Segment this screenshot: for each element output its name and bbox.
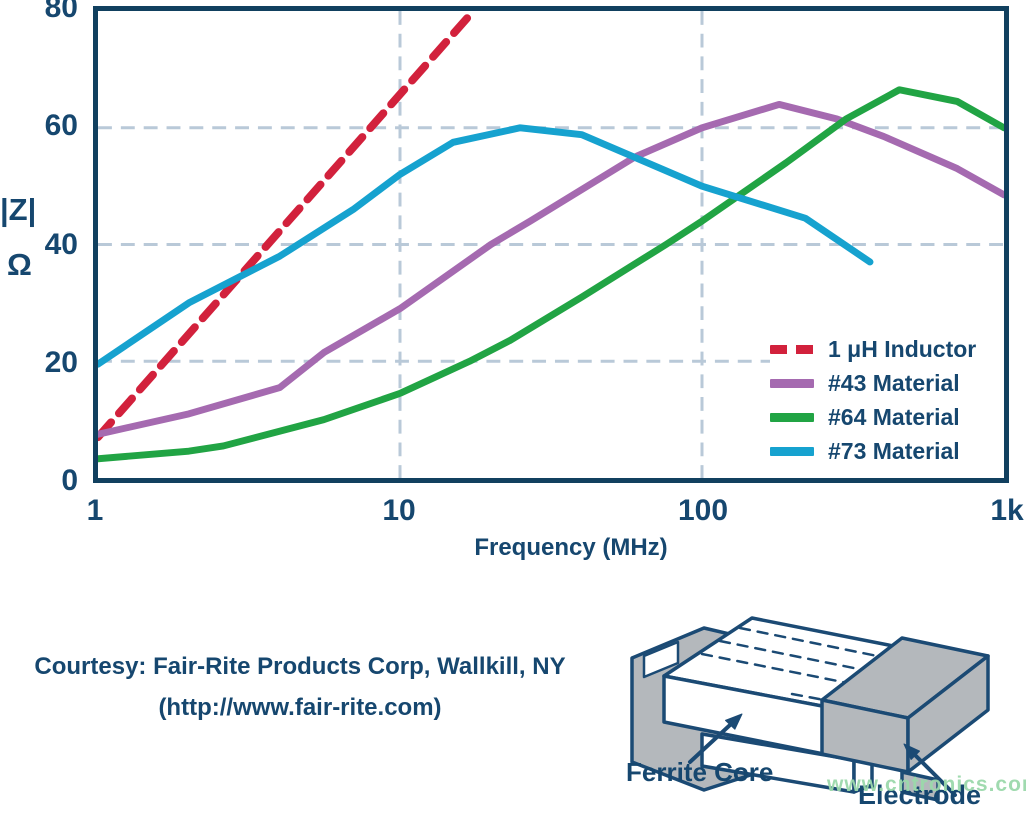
watermark-text: www.cntronics.com — [827, 773, 1026, 796]
x-axis-title: Frequency (MHz) — [474, 534, 668, 561]
legend-label: #73 Material — [828, 437, 960, 464]
ferrite-core-label: Ferrite Core — [626, 757, 774, 787]
legend-item-64-material: #64 Material — [770, 400, 1004, 434]
ferrite-bead-illustration — [630, 616, 990, 802]
series--73-material — [98, 124, 874, 368]
ferrite-core-arrow — [688, 713, 743, 764]
y-tick-label: 80 — [44, 0, 78, 24]
right-electrode-shape — [820, 636, 990, 802]
series-1-h-inductor — [98, 11, 478, 442]
legend-label: #43 Material — [828, 369, 960, 396]
legend-label: #64 Material — [828, 403, 960, 430]
courtesy-note: Courtesy: Fair-Rite Products Corp, Wallk… — [18, 646, 582, 728]
y-tick-label: 20 — [44, 345, 78, 379]
electrode-arrow — [903, 743, 957, 797]
courtesy-line-1: Courtesy: Fair-Rite Products Corp, Wallk… — [34, 653, 566, 680]
chart-legend: 1 μH Inductor #43 Material #64 Material … — [770, 330, 1004, 470]
legend-label: 1 μH Inductor — [828, 335, 977, 362]
x-tick-label: 100 — [677, 494, 729, 527]
x-tick-label: 1k — [990, 494, 1024, 527]
y-tick-label: 0 — [61, 464, 78, 497]
electrode-label: Electrode — [858, 780, 982, 810]
legend-item-1uh-inductor: 1 μH Inductor — [770, 332, 1004, 366]
courtesy-line-2: (http://www.fair-rite.com) — [158, 694, 442, 721]
legend-swatch-blue-icon — [770, 446, 814, 456]
legend-item-43-material: #43 Material — [770, 366, 1004, 400]
legend-item-73-material: #73 Material — [770, 434, 1004, 468]
y-axis-label-ohm: Ω — [7, 247, 32, 282]
legend-swatch-purple-icon — [770, 378, 814, 388]
y-tick-label: 40 — [44, 227, 78, 261]
y-tick-label: 60 — [44, 109, 78, 143]
y-axis-label-z: |Z| — [0, 192, 37, 227]
x-tick-label: 10 — [382, 494, 416, 527]
x-tick-label: 1 — [86, 494, 104, 527]
series--43-material — [98, 100, 1004, 438]
legend-swatch-dashed-red-icon — [770, 344, 814, 354]
chart-canvas — [98, 11, 1004, 478]
series--64-material — [98, 86, 1004, 463]
legend-swatch-green-icon — [770, 412, 814, 422]
